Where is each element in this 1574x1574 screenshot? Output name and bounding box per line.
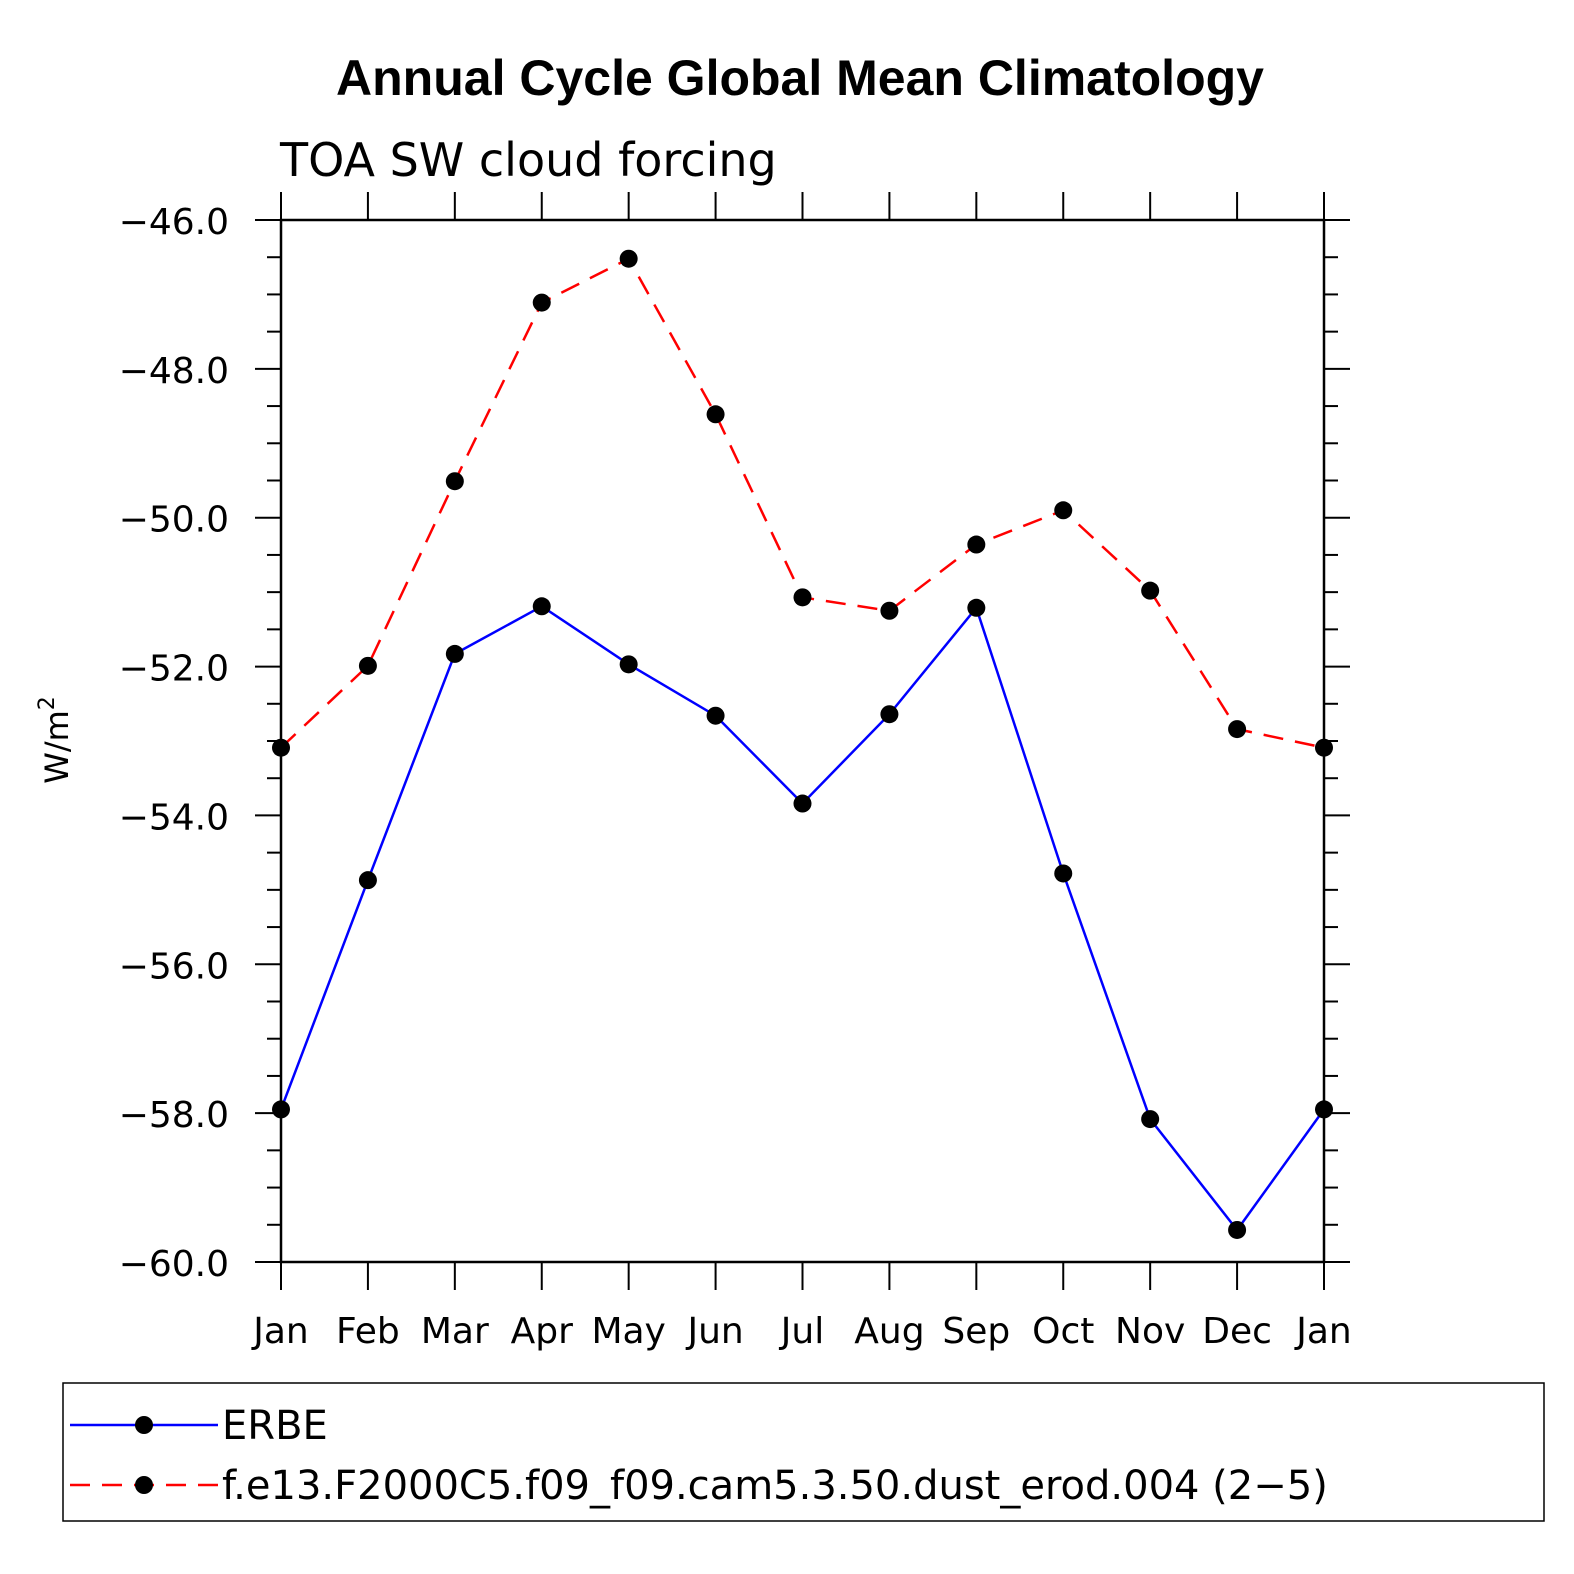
series-line [279,604,1326,1233]
y-tick-label: −54.0 [119,797,229,838]
x-tick-label: Jan [251,1311,309,1352]
legend-marker [135,1416,153,1434]
x-tick-label: Apr [511,1311,573,1352]
series-2 [272,249,1333,757]
y-tick-label: −56.0 [119,946,229,987]
data-point [880,601,899,620]
x-tick-label: Jul [779,1311,824,1352]
y-tick-label: −50.0 [119,500,229,541]
data-point [1054,501,1073,520]
data-point [358,656,377,675]
data-point [272,1100,290,1119]
data-point [532,597,551,616]
y-axis-ticks: −46.0 −48.0 −50.0 −52.0 −54.0 −56.0 −58.0 −60.0 [119,202,1350,1285]
data-point [358,871,377,890]
svg-text:W/m2: W/m2 [35,696,76,784]
legend-marker [135,1476,153,1494]
y-tick-label: −58.0 [119,1095,229,1136]
data-point [1054,864,1073,883]
x-tick-label: Oct [1032,1311,1094,1352]
legend-box [62,1382,1545,1522]
plot-frame [279,218,1326,1264]
data-point [445,472,464,491]
series-line [280,257,1325,749]
y-tick-label: −60.0 [119,1244,229,1285]
x-tick-label: Dec [1202,1311,1272,1352]
x-tick-label: Jun [685,1311,743,1352]
data-point [1315,738,1333,757]
legend-label: f.e13.F2000C5.f09_f09.cam5.3.50.dust_ero… [222,1463,1328,1509]
y-axis-label-superscript: 2 [35,696,60,710]
data-point [706,405,725,424]
x-tick-label: Jan [1294,1311,1352,1352]
chart-title: Annual Cycle Global Mean Climatology [336,50,1264,106]
y-tick-label: −46.0 [119,202,229,243]
y-tick-label: −48.0 [119,351,229,392]
x-axis-ticks: Jan Feb Mar Apr May Jun Jul Aug Sep Oct Nov Dec Jan [251,192,1352,1352]
x-tick-label: Mar [421,1311,489,1352]
data-point [272,738,290,757]
chart-subtitle: TOA SW cloud forcing [279,133,777,187]
y-axis-label-text: W/m [38,710,76,784]
series-1 [272,597,1333,1239]
data-point [1141,581,1160,600]
x-tick-label: Feb [336,1311,400,1352]
data-point [793,588,812,607]
axes [279,218,1326,1264]
data-point [706,706,725,725]
x-tick-label: Sep [942,1311,1010,1352]
data-point [880,705,899,724]
legend-label: ERBE [222,1403,328,1449]
legend: ERBE f.e13.F2000C5.f09_f09.cam5.3.50.dust… [70,1403,1328,1509]
data-point [1228,1220,1247,1239]
data-point [445,644,464,663]
data-point [1228,720,1247,739]
data-point [1141,1110,1160,1129]
data-point [532,293,551,312]
x-tick-label: May [591,1311,665,1352]
series-layer [272,249,1333,1239]
data-point [1315,1100,1333,1119]
data-point [967,598,986,617]
y-tick-label: −52.0 [119,649,229,690]
x-tick-label: Nov [1115,1311,1185,1352]
data-point [793,794,812,813]
y-axis-label: W/m2 [35,696,76,784]
data-point [619,655,638,674]
data-point [967,535,986,554]
x-tick-label: Aug [854,1311,924,1352]
data-point [619,249,638,268]
